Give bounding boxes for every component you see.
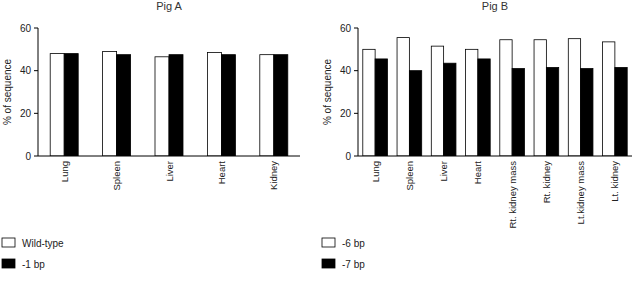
bar bbox=[363, 49, 375, 156]
y-tick bbox=[354, 28, 358, 29]
bar bbox=[546, 67, 558, 156]
x-tick-label: Liver bbox=[438, 161, 449, 182]
y-axis-label: % of sequence bbox=[2, 58, 13, 125]
bars bbox=[50, 51, 288, 156]
bars bbox=[363, 38, 627, 156]
bar bbox=[500, 40, 512, 156]
bar bbox=[409, 71, 421, 156]
y-tick bbox=[354, 113, 358, 114]
title: Pig B bbox=[482, 0, 508, 12]
y-tick-label: 20 bbox=[20, 108, 32, 119]
bar bbox=[260, 55, 274, 156]
x-tick-label: Heart bbox=[216, 161, 227, 185]
legend-label: -6 bp bbox=[342, 238, 365, 249]
x-tick-label: Liver bbox=[164, 161, 175, 182]
bar bbox=[615, 67, 627, 156]
bar bbox=[155, 57, 169, 156]
x-tick-label: Heart bbox=[472, 161, 483, 185]
legend-label: -1 bp bbox=[22, 259, 45, 270]
y-tick bbox=[34, 70, 38, 71]
legend-swatch bbox=[2, 259, 15, 268]
y-tick-label: 0 bbox=[25, 151, 31, 162]
bar bbox=[221, 55, 235, 156]
y-tick bbox=[34, 156, 38, 157]
x-tick-label: Rt. kidney mass bbox=[507, 161, 518, 229]
bar bbox=[207, 53, 221, 156]
bar bbox=[568, 39, 580, 156]
panel: Pig B % of sequence 0 20 40 60 Lung Spleen Liver… bbox=[322, 0, 632, 270]
legend-label: -7 bp bbox=[342, 259, 365, 270]
y-tick-label: 60 bbox=[20, 23, 32, 34]
x-axis-line bbox=[358, 156, 632, 157]
x-tick-label: Kidney bbox=[268, 161, 279, 190]
bar bbox=[375, 59, 387, 156]
bar bbox=[581, 69, 593, 156]
x-tick-label: Spleen bbox=[111, 161, 122, 191]
bar bbox=[50, 54, 64, 156]
x-tick-label: Lt. kidney bbox=[609, 161, 620, 202]
bar bbox=[534, 40, 546, 156]
bar bbox=[169, 55, 183, 156]
y-tick-label: 20 bbox=[340, 108, 352, 119]
bar bbox=[397, 38, 409, 156]
legend-swatch bbox=[2, 238, 15, 247]
y-tick bbox=[34, 113, 38, 114]
bar bbox=[64, 54, 78, 156]
y-tick-label: 60 bbox=[340, 23, 352, 34]
x-tick-label: Lung bbox=[370, 161, 381, 182]
x-tick-label: Spleen bbox=[404, 161, 415, 191]
y-tick bbox=[34, 28, 38, 29]
legend-label: Wild-type bbox=[22, 238, 64, 249]
y-axis-line bbox=[358, 28, 359, 156]
bar bbox=[117, 55, 131, 156]
y-axis-line bbox=[38, 28, 39, 156]
bar bbox=[431, 46, 443, 156]
y-tick-label: 0 bbox=[345, 151, 351, 162]
y-tick-label: 40 bbox=[20, 65, 32, 76]
x-tick-label: Lung bbox=[59, 161, 70, 182]
title: Pig A bbox=[156, 0, 182, 12]
bar bbox=[444, 63, 456, 156]
y-tick-label: 40 bbox=[340, 65, 352, 76]
y-axis-label: % of sequence bbox=[322, 58, 333, 125]
bar bbox=[512, 69, 524, 156]
x-tick-label: Lt.kidney mass bbox=[575, 161, 586, 225]
chart-root: Pig A % of sequence 0 20 40 60 Lung Spleen Liver… bbox=[0, 0, 640, 282]
legend-swatch bbox=[322, 259, 335, 268]
y-tick bbox=[354, 70, 358, 71]
bar bbox=[466, 49, 478, 156]
y-tick bbox=[354, 156, 358, 157]
bar bbox=[478, 59, 490, 156]
bar bbox=[274, 55, 288, 156]
x-tick-label: Rt. kidney bbox=[541, 161, 552, 203]
x-axis-line bbox=[38, 156, 300, 157]
legend-swatch bbox=[322, 238, 335, 247]
bar bbox=[603, 42, 615, 156]
panel: Pig A % of sequence 0 20 40 60 Lung Spleen Liver… bbox=[2, 0, 300, 270]
bar bbox=[103, 51, 117, 156]
